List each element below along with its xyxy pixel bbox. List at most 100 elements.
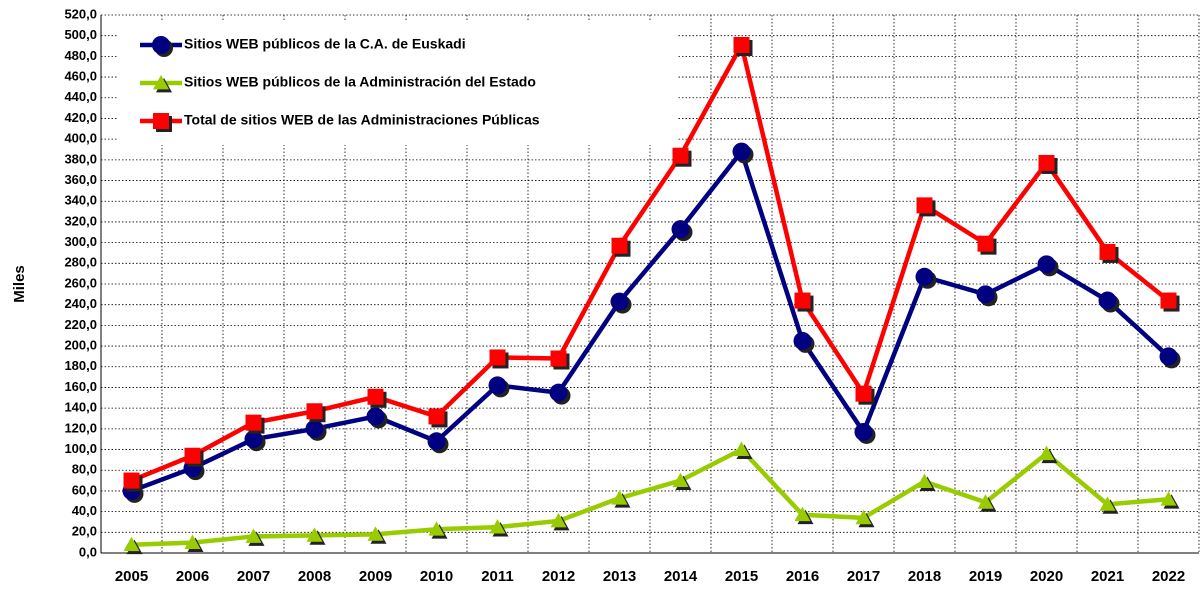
marker bbox=[1099, 496, 1116, 511]
marker bbox=[123, 472, 140, 489]
marker bbox=[428, 521, 445, 536]
marker bbox=[916, 197, 933, 214]
marker bbox=[977, 494, 994, 509]
marker bbox=[550, 350, 567, 367]
y-tick-label: 520,0 bbox=[64, 6, 97, 21]
x-tick-label: 2009 bbox=[359, 568, 392, 585]
marker bbox=[794, 506, 811, 522]
y-tick-label: 460,0 bbox=[64, 69, 97, 84]
y-tick-label: 0,0 bbox=[79, 544, 97, 559]
series-line bbox=[131, 447, 1169, 547]
marker bbox=[184, 534, 201, 550]
y-tick-label: 40,0 bbox=[72, 503, 97, 518]
marker bbox=[245, 414, 262, 431]
x-tick-label: 2008 bbox=[298, 568, 331, 585]
marker bbox=[489, 349, 506, 366]
x-tick-label: 2018 bbox=[908, 568, 941, 585]
x-tick-label: 2012 bbox=[542, 568, 575, 585]
x-tick-label: 2005 bbox=[115, 568, 148, 585]
marker bbox=[733, 37, 750, 54]
marker bbox=[855, 509, 872, 525]
y-tick-label: 220,0 bbox=[64, 317, 97, 332]
marker bbox=[610, 292, 629, 311]
marker bbox=[184, 447, 201, 464]
marker bbox=[854, 422, 873, 441]
x-tick-label: 2021 bbox=[1091, 568, 1124, 585]
x-tick-label: 2006 bbox=[176, 568, 209, 585]
marker bbox=[732, 142, 751, 161]
marker bbox=[152, 36, 170, 54]
y-tick-label: 60,0 bbox=[72, 482, 97, 497]
marker bbox=[611, 237, 628, 254]
marker bbox=[916, 473, 933, 489]
x-tick-label: 2011 bbox=[481, 568, 514, 585]
marker bbox=[244, 430, 263, 449]
y-tick-label: 140,0 bbox=[64, 400, 97, 415]
marker bbox=[855, 385, 872, 402]
marker bbox=[367, 526, 384, 541]
marker bbox=[153, 113, 169, 129]
marker bbox=[550, 512, 567, 528]
marker bbox=[793, 331, 812, 350]
marker bbox=[1160, 292, 1177, 309]
x-tick-label: 2020 bbox=[1030, 568, 1063, 585]
x-tick-label: 2014 bbox=[664, 568, 698, 585]
x-tick-label: 2007 bbox=[237, 568, 270, 585]
marker bbox=[1160, 491, 1177, 506]
marker bbox=[1037, 255, 1056, 274]
marker bbox=[306, 527, 323, 542]
marker bbox=[1038, 154, 1055, 171]
marker bbox=[915, 267, 934, 286]
marker bbox=[305, 419, 324, 438]
marker bbox=[306, 403, 323, 420]
y-tick-label: 120,0 bbox=[64, 420, 97, 435]
marker bbox=[611, 490, 628, 505]
marker bbox=[428, 408, 445, 425]
marker bbox=[671, 220, 690, 239]
y-tick-label: 400,0 bbox=[64, 131, 97, 146]
marker bbox=[672, 472, 689, 487]
marker bbox=[488, 376, 507, 395]
marker bbox=[976, 285, 995, 304]
y-tick-label: 380,0 bbox=[64, 151, 97, 166]
x-tick-label: 2015 bbox=[725, 568, 758, 585]
x-tick-label: 2022 bbox=[1152, 568, 1185, 585]
marker bbox=[367, 388, 384, 405]
marker bbox=[366, 407, 385, 426]
y-tick-label: 280,0 bbox=[64, 255, 97, 270]
legend-box bbox=[118, 20, 678, 145]
x-tick-label: 2013 bbox=[603, 568, 636, 585]
y-tick-label: 240,0 bbox=[64, 296, 97, 311]
marker bbox=[427, 432, 446, 451]
marker bbox=[245, 528, 262, 543]
legend-label: Sitios WEB públicos de la Administración… bbox=[184, 74, 536, 90]
marker bbox=[549, 383, 568, 402]
y-tick-label: 340,0 bbox=[64, 193, 97, 208]
marker bbox=[977, 235, 994, 252]
y-axis-label: Miles bbox=[11, 265, 28, 303]
marker bbox=[733, 441, 750, 456]
y-tick-label: 80,0 bbox=[72, 462, 97, 477]
marker bbox=[1098, 291, 1117, 310]
marker bbox=[794, 292, 811, 309]
y-tick-label: 500,0 bbox=[64, 27, 97, 42]
y-tick-label: 160,0 bbox=[64, 379, 97, 394]
y-tick-label: 440,0 bbox=[64, 89, 97, 104]
y-tick-label: 420,0 bbox=[64, 110, 97, 125]
x-tick-label: 2017 bbox=[847, 568, 880, 585]
y-tick-label: 320,0 bbox=[64, 213, 97, 228]
marker bbox=[1099, 243, 1116, 260]
series-line bbox=[130, 42, 1170, 483]
marker bbox=[1159, 347, 1178, 366]
legend-label: Sitios WEB públicos de la C.A. de Euskad… bbox=[184, 36, 466, 52]
series-line bbox=[130, 149, 1171, 494]
y-tick-label: 360,0 bbox=[64, 172, 97, 187]
y-tick-label: 480,0 bbox=[64, 48, 97, 63]
y-tick-label: 300,0 bbox=[64, 234, 97, 249]
y-tick-label: 200,0 bbox=[64, 338, 97, 353]
marker bbox=[1038, 445, 1055, 461]
x-tick-label: 2010 bbox=[420, 568, 453, 585]
legend-label: Total de sitios WEB de las Administracio… bbox=[184, 112, 540, 128]
legend: Sitios WEB públicos de la C.A. de Euskad… bbox=[118, 20, 678, 145]
